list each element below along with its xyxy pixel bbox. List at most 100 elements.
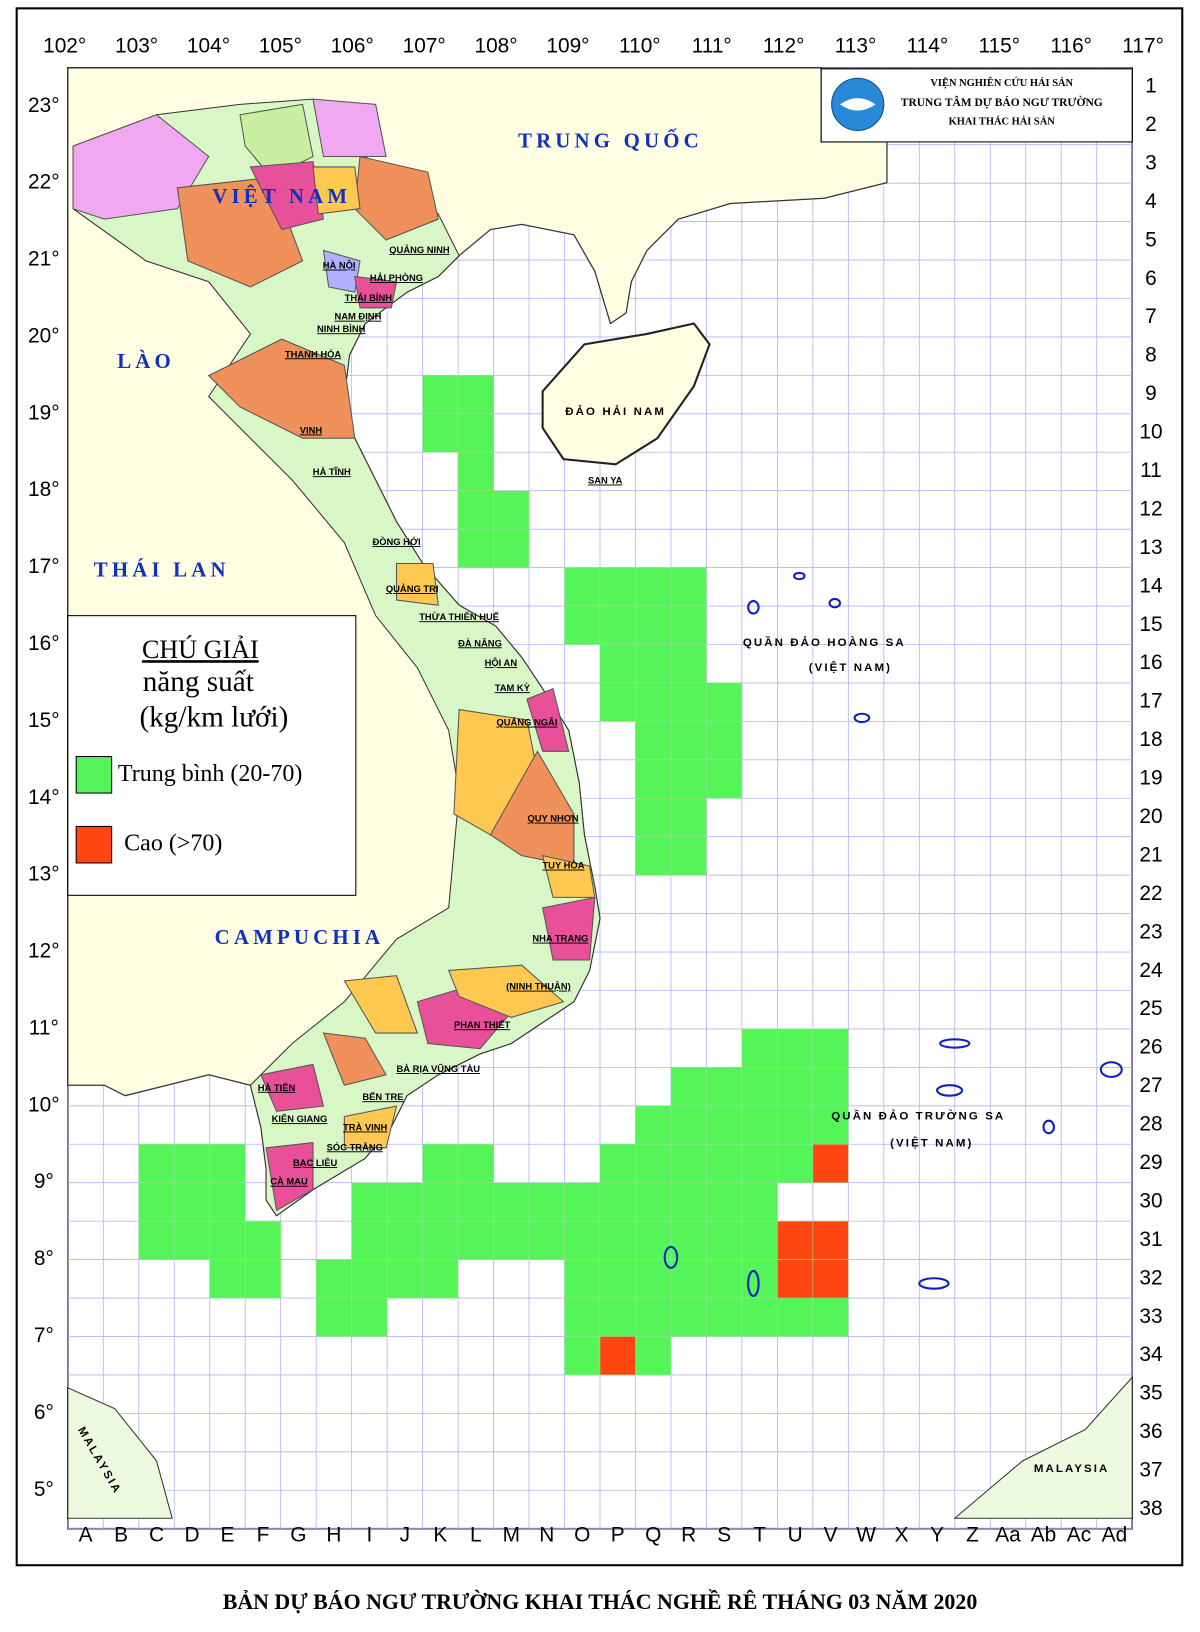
- longitude-label: 110°: [619, 34, 661, 57]
- row-label: 10: [1139, 421, 1162, 444]
- row-label: 13: [1139, 536, 1162, 559]
- legend-subtitle: (kg/km lưới): [139, 702, 288, 734]
- province-label: HÀ NỘI: [323, 260, 356, 271]
- latitude-label: 10°: [28, 1093, 60, 1116]
- zone-cell: [812, 1259, 849, 1299]
- zone-cell: [599, 682, 636, 722]
- row-label: 14: [1139, 574, 1162, 597]
- latitude-label: 11°: [29, 1016, 59, 1039]
- longitude-label: 114°: [907, 34, 949, 57]
- zone-cell: [599, 1259, 636, 1299]
- place-label: QUẦN ĐẢO TRƯỜNG SA: [831, 1110, 1005, 1123]
- province: [489, 750, 575, 867]
- zone-cell: [670, 605, 707, 645]
- legend: CHÚ GIẢI năng suất (kg/km lưới) Trung bì…: [67, 615, 357, 896]
- longitude-label: 103°: [115, 34, 158, 57]
- place-label: (VIỆT NAM): [890, 1137, 973, 1150]
- zone-cell: [670, 836, 707, 876]
- zone-cell: [777, 1105, 814, 1145]
- province: [343, 1105, 398, 1149]
- island: [939, 1038, 971, 1049]
- place-label: QUẦN ĐẢO HOÀNG SA: [743, 636, 906, 649]
- zone-cell: [635, 682, 672, 722]
- province-label: THÁI BÌNH: [345, 292, 393, 303]
- zone-cell: [741, 1105, 778, 1145]
- longitude-label: 113°: [835, 34, 877, 57]
- zone-cell: [564, 1259, 601, 1299]
- zone-cell: [599, 567, 636, 607]
- zone-cell: [741, 1143, 778, 1183]
- province: [447, 964, 565, 1018]
- row-label: 19: [1139, 767, 1162, 790]
- province: [354, 275, 398, 309]
- longitude-label: 111°: [692, 34, 732, 57]
- latitude-label: 19°: [28, 401, 60, 424]
- malaysia-west: [67, 1387, 173, 1519]
- place-label: MALAYSIA: [1034, 1463, 1110, 1475]
- zone-cell: [706, 1182, 743, 1222]
- province: [541, 896, 596, 961]
- column-label: R: [681, 1524, 696, 1547]
- island: [747, 1269, 760, 1298]
- zone-cell: [422, 1182, 459, 1222]
- zone-cell: [706, 682, 743, 722]
- zone-cell: [670, 644, 707, 684]
- zone-cell: [635, 836, 672, 876]
- column-label: J: [400, 1524, 410, 1547]
- zone-cell: [386, 1259, 423, 1299]
- zone-cell: [670, 721, 707, 761]
- row-label: 34: [1139, 1343, 1162, 1366]
- zone-cell: [706, 1143, 743, 1183]
- row-label: 37: [1139, 1459, 1162, 1482]
- zone-cell: [564, 1336, 601, 1376]
- province-label: QUY NHƠN: [528, 813, 579, 824]
- island: [1099, 1061, 1123, 1078]
- zone-cell: [741, 1182, 778, 1222]
- column-label: Q: [645, 1524, 661, 1547]
- zone-cell: [812, 1028, 849, 1068]
- header-line: TRUNG TÂM DỰ BÁO NGƯ TRƯỜNG: [901, 95, 1103, 109]
- place-label: CAMPUCHIA: [215, 925, 385, 949]
- row-label: 28: [1139, 1113, 1162, 1136]
- zone-cell: [670, 798, 707, 837]
- longitude-label: 108°: [474, 34, 517, 57]
- column-label: W: [856, 1524, 876, 1547]
- row-label: 30: [1139, 1189, 1162, 1212]
- province-label: TAM KỲ: [495, 682, 531, 693]
- legend-frame: [67, 615, 357, 896]
- zone-cell: [599, 1336, 636, 1376]
- malaysia-east: [953, 1376, 1133, 1519]
- row-label: 12: [1139, 497, 1162, 520]
- cells: [138, 375, 849, 1376]
- zone-cell: [812, 1143, 849, 1183]
- zone-cell: [564, 1297, 601, 1337]
- column-label: Z: [966, 1524, 979, 1547]
- column-label: C: [149, 1524, 164, 1547]
- zone-cell: [422, 375, 459, 415]
- zone-cell: [777, 1028, 814, 1068]
- province-label: NAM ĐỊNH: [334, 311, 381, 322]
- province-label: ĐỒNG HỚI: [372, 536, 420, 547]
- column-label: Y: [930, 1524, 944, 1547]
- island: [747, 600, 760, 615]
- column-label: B: [114, 1524, 128, 1547]
- province-label: BẠC LIÊU: [293, 1157, 338, 1168]
- island: [853, 712, 871, 724]
- longitude-label: 106°: [331, 34, 374, 57]
- province: [265, 1142, 314, 1212]
- zone-cell: [670, 1105, 707, 1145]
- logo-fish: [840, 98, 876, 111]
- zone-cell: [457, 452, 494, 491]
- caption: BẢN DỰ BÁO NGƯ TRƯỜNG KHAI THÁC NGHỀ RÊ …: [223, 1589, 978, 1614]
- latitude-label: 13°: [28, 863, 60, 886]
- province-label: VINH: [300, 424, 323, 435]
- zone-cell: [670, 1067, 707, 1107]
- row-label: 26: [1139, 1036, 1162, 1059]
- row-label: 21: [1139, 843, 1162, 866]
- latitude-label: 6°: [34, 1401, 54, 1424]
- zone-cell: [706, 1259, 743, 1299]
- zone-cell: [138, 1143, 175, 1183]
- latitude-label: 17°: [28, 555, 60, 578]
- zone-cell: [635, 759, 672, 799]
